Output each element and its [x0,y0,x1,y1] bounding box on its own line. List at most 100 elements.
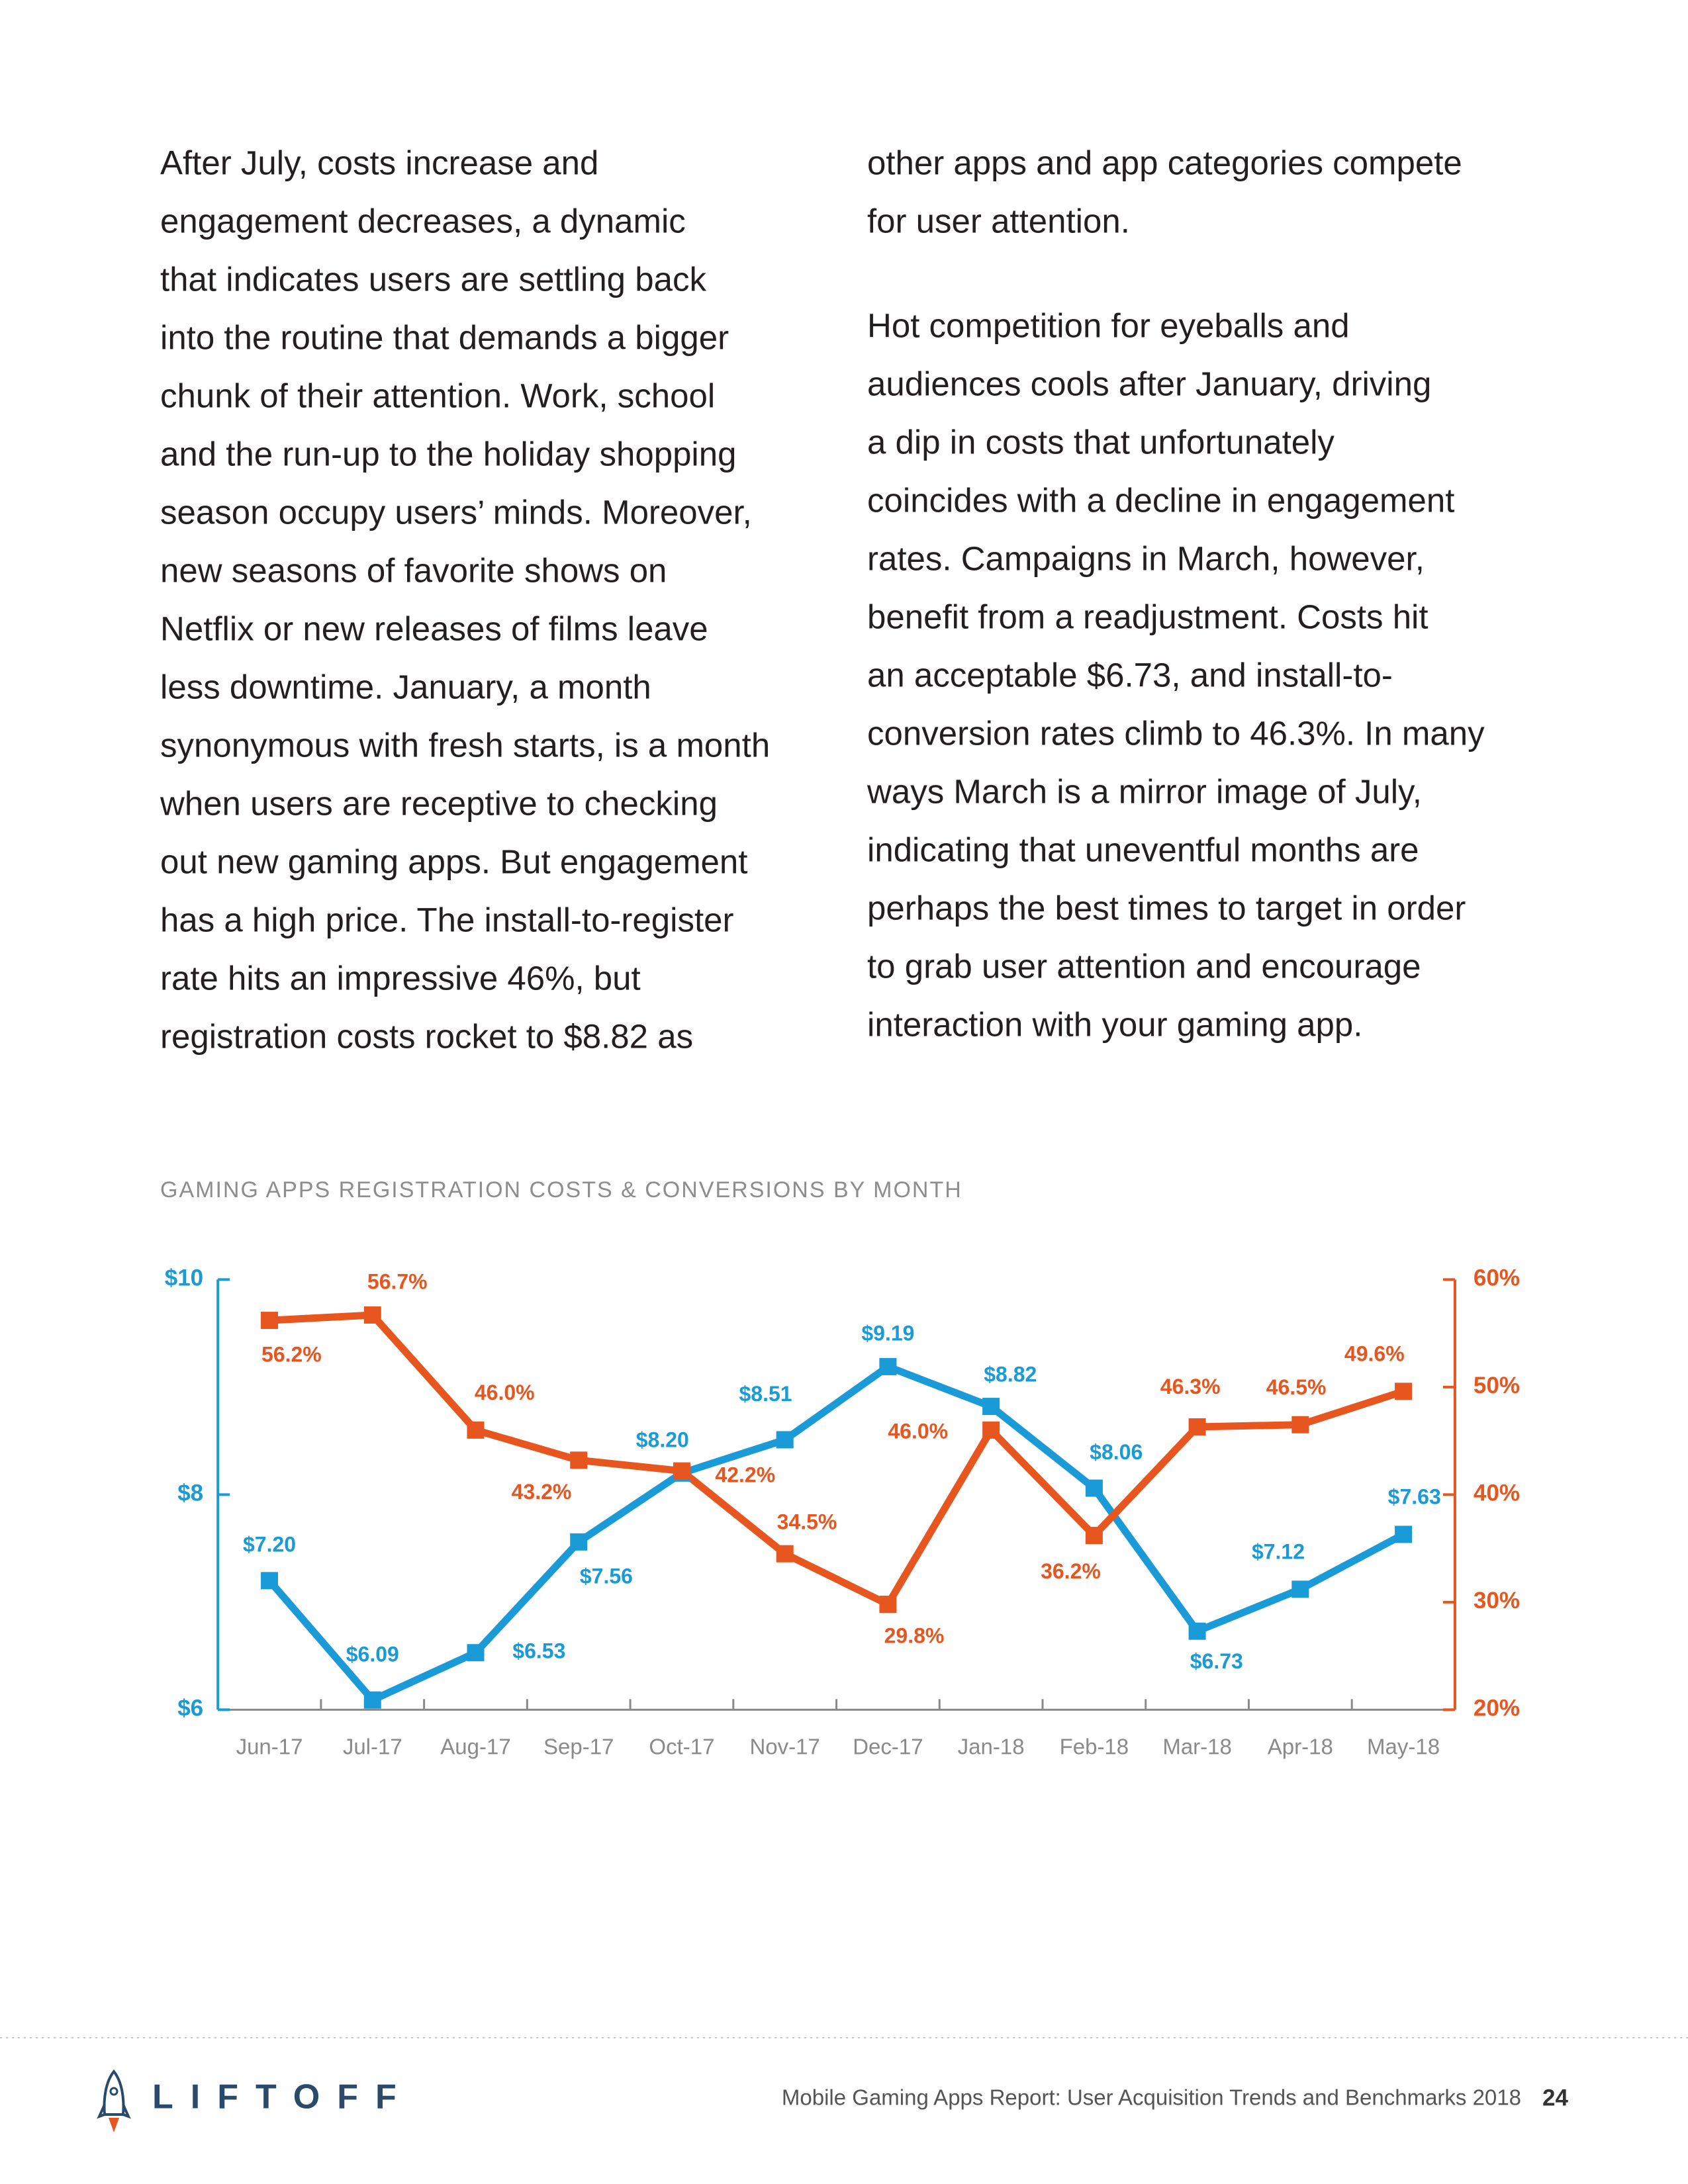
marker [467,1644,485,1662]
body-line: for user attention. [867,202,1130,240]
data-label: 46.5% [1266,1375,1327,1399]
logo-icon [97,2069,131,2132]
marker [879,1357,897,1375]
body-line: coincides with a decline in engagement [867,481,1454,519]
data-label: $8.82 [984,1363,1037,1387]
body-line: that indicates users are settling back [160,260,706,298]
body-line: audiences cools after January, driving [867,365,1431,402]
body-line: to grab user attention and encourage [867,947,1421,985]
data-label: $8.20 [636,1428,689,1451]
y-tick-label: $8 [177,1480,203,1506]
body-line: registration costs rocket to $8.82 as [160,1017,693,1055]
body-line: an acceptable $6.73, and install-to- [867,656,1393,694]
marker [570,1533,588,1551]
data-label: $9.19 [861,1321,914,1345]
x-tick-label: Jan-18 [958,1734,1025,1758]
body-line: engagement decreases, a dynamic [160,202,686,240]
x-tick-label: Apr-18 [1268,1734,1333,1758]
marker [261,1572,279,1590]
data-label: $6.09 [346,1642,399,1666]
body-line: interaction with your gaming app. [867,1005,1362,1043]
body-line: out new gaming apps. But engagement [160,842,747,880]
y2-tick-label: 20% [1474,1696,1520,1721]
data-label: 34.5% [777,1510,837,1533]
data-label: 29.8% [884,1624,945,1648]
y-tick-label: $10 [165,1265,203,1291]
body-line: After July, costs increase and [160,144,598,181]
body-line: has a high price. The install-to-registe… [160,901,733,938]
x-tick-label: Feb-18 [1060,1734,1129,1758]
body-line: when users are receptive to checking [160,784,718,822]
marker [1291,1580,1309,1598]
data-label: $7.63 [1388,1485,1441,1509]
body-line: synonymous with fresh starts, is a month [160,726,770,764]
marker [467,1421,485,1439]
body-line: Netflix or new releases of films leave [160,610,708,647]
marker [1188,1418,1206,1435]
data-label: 46.0% [888,1419,948,1443]
body-line: new seasons of favorite shows on [160,551,667,589]
x-tick-label: Dec-17 [853,1734,923,1758]
data-label: $7.12 [1252,1540,1305,1564]
marker [1085,1527,1103,1545]
marker [673,1462,690,1480]
body-line: perhaps the best times to target in orde… [867,889,1466,927]
y2-tick-label: 30% [1474,1588,1520,1614]
data-label: 43.2% [512,1480,572,1504]
data-label: 46.3% [1160,1375,1221,1398]
footer-text: Mobile Gaming Apps Report: User Acquisit… [782,2085,1521,2110]
data-label: 49.6% [1344,1342,1405,1366]
x-tick-label: Aug-17 [440,1734,510,1758]
body-line: season occupy users’ minds. Moreover, [160,493,752,531]
y-tick-label: $6 [177,1696,203,1721]
body-line: Hot competition for eyeballs and [867,306,1350,344]
marker [1395,1525,1413,1543]
marker [570,1451,588,1469]
marker [776,1545,794,1563]
marker [363,1691,381,1709]
marker [1395,1383,1413,1400]
marker [1085,1479,1103,1497]
body-line: into the routine that demands a bigger [160,318,729,356]
marker [982,1398,1000,1416]
x-tick-label: Sep-17 [543,1734,614,1758]
body-line: less downtime. January, a month [160,668,651,705]
chart-title: GAMING APPS REGISTRATION COSTS & CONVERS… [160,1177,962,1203]
marker [982,1421,1000,1439]
body-line: chunk of their attention. Work, school [160,377,715,414]
body-line: conversion rates climb to 46.3%. In many [867,714,1485,752]
y2-tick-label: 40% [1474,1480,1520,1506]
body-line: a dip in costs that unfortunately [867,423,1335,461]
body-line: ways March is a mirror image of July, [867,772,1422,810]
series-line [269,1311,1405,1608]
data-label: 56.2% [261,1343,322,1367]
x-tick-label: Nov-17 [749,1734,820,1758]
data-label: $6.73 [1190,1649,1243,1673]
data-label: 42.2% [715,1463,775,1486]
marker [1188,1622,1206,1640]
body-line: other apps and app categories compete [867,144,1462,181]
marker [776,1431,794,1449]
marker [363,1306,381,1324]
body-line: and the run-up to the holiday shopping [160,435,737,473]
body-line: benefit from a readjustment. Costs hit [867,598,1429,635]
page-number: 24 [1542,2085,1568,2111]
data-label: $7.20 [243,1533,296,1557]
data-label: 56.7% [367,1269,428,1293]
x-tick-label: May-18 [1367,1734,1440,1758]
logo-text: LIFTOFF [152,2078,414,2116]
marker [879,1596,897,1614]
data-label: 36.2% [1041,1559,1101,1583]
series-line [266,1363,1405,1704]
marker [1291,1416,1309,1433]
x-tick-label: Mar-18 [1162,1734,1232,1758]
y2-tick-label: 50% [1474,1373,1520,1398]
x-tick-label: Jul-17 [343,1734,402,1758]
y2-tick-label: 60% [1474,1265,1520,1291]
marker [261,1312,279,1330]
x-tick-label: Jun-17 [236,1734,303,1758]
data-label: $6.53 [512,1639,565,1663]
data-label: $8.51 [739,1382,792,1406]
body-line: indicating that uneventful months are [867,831,1419,868]
